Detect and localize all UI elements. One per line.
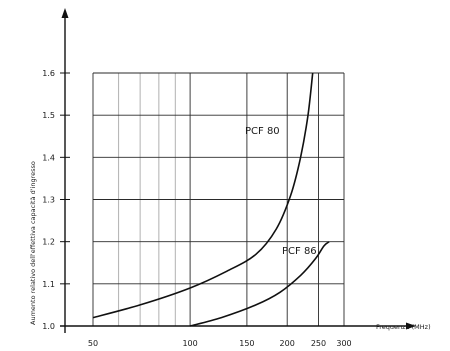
y-tick-label: 1.0 (42, 322, 55, 331)
series-label-pcf-80: PCF 80 (245, 126, 280, 137)
axes (60, 8, 416, 333)
x-axis-label: Frequenza (MHz) (376, 323, 431, 331)
x-axis-arrow (406, 322, 416, 330)
series: PCF 80 PCF 86 (92, 72, 330, 327)
x-tick-label: 100 (182, 339, 197, 348)
x-tick-label: 250 (311, 339, 326, 348)
grid (92, 72, 345, 326)
y-tick-label: 1.5 (42, 111, 55, 120)
x-tick-label: 200 (280, 339, 295, 348)
tick-labels: 1.0 1.1 1.2 1.3 1.4 1.5 1.6 50 100 150 200 250 300 (42, 69, 351, 348)
x-tick-label: 300 (336, 339, 351, 348)
x-tick-label: 50 (88, 339, 98, 348)
y-tick-label: 1.2 (42, 238, 55, 247)
y-tick-label: 1.6 (42, 69, 55, 78)
x-tick-label: 150 (239, 339, 254, 348)
y-tick-label: 1.1 (42, 280, 55, 289)
y-tick-label: 1.3 (42, 196, 55, 205)
y-axis-arrow (61, 8, 69, 18)
series-line-pcf-80 (92, 72, 314, 319)
series-label-pcf-86: PCF 86 (282, 246, 317, 257)
y-tick-label: 1.4 (42, 153, 55, 162)
y-axis-label: Aumento relativo dell'effettiva capacità… (29, 161, 37, 325)
series-line-pcf-86 (189, 241, 330, 327)
